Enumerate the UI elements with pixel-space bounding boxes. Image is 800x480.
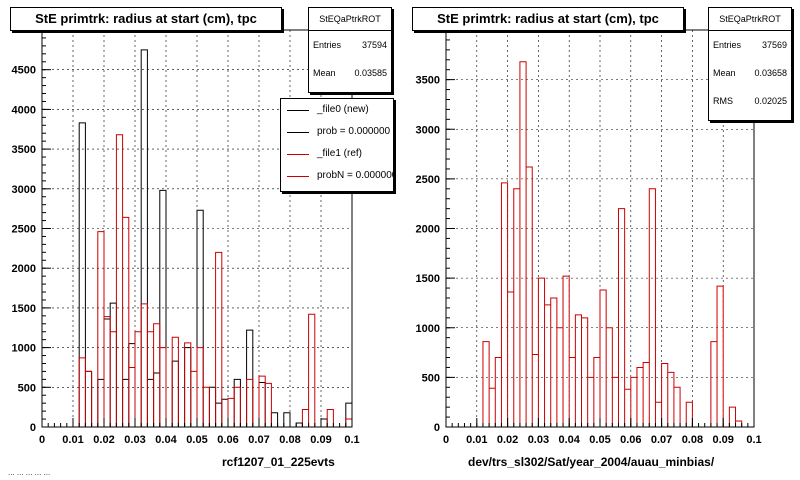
right-x-tick-label: 0.06 bbox=[620, 434, 641, 446]
right-histogram-title: StE primtrk: radius at start (cm), tpc bbox=[412, 7, 684, 31]
legend-label-file1: _file1 (ref) bbox=[317, 148, 363, 159]
left-stats-mean-value: 0.03585 bbox=[354, 68, 387, 78]
right-y-tick-label: 1500 bbox=[416, 273, 440, 285]
left-legend: _file0 (new) prob = 0.000000 _file1 (ref… bbox=[280, 98, 394, 192]
legend-label-file0: _file0 (new) bbox=[317, 104, 369, 115]
right-y-tick-label: 2500 bbox=[416, 174, 440, 186]
left-y-tick-label: 0 bbox=[30, 422, 36, 434]
left-histogram-title: StE primtrk: radius at start (cm), tpc bbox=[10, 7, 282, 31]
right-histogram-pad: 0 0.01 0.02 0.03 0.04 0.05 0.06 0.07 0.08 0.09 0.1… bbox=[400, 0, 800, 480]
right-x-tick-label: 0.08 bbox=[682, 434, 703, 446]
right-stats-entries-value: 37569 bbox=[761, 40, 787, 50]
right-stats-mean-label: Mean bbox=[713, 68, 736, 78]
left-stats-entries-value: 37594 bbox=[361, 40, 387, 50]
footer-stamp: ... ... ... ... ... bbox=[8, 468, 51, 477]
right-y-tick-label: 1000 bbox=[416, 323, 440, 335]
left-stats-mean-label: Mean bbox=[313, 68, 336, 78]
right-x-tick-label: 0.01 bbox=[466, 434, 487, 446]
left-y-tick-label: 1000 bbox=[12, 343, 36, 355]
right-stats-rms-label: RMS bbox=[713, 96, 733, 106]
right-stats-entries-label: Entries bbox=[713, 40, 742, 50]
left-y-tick-label: 4500 bbox=[12, 65, 36, 77]
left-y-tick-label: 3000 bbox=[12, 184, 36, 196]
legend-swatch-file1 bbox=[287, 154, 309, 155]
legend-swatch-file0 bbox=[287, 110, 309, 111]
right-stats-entries-row: Entries 37569 bbox=[709, 31, 791, 59]
left-x-tick-label: 0 bbox=[39, 434, 45, 446]
left-y-tick-label: 2500 bbox=[12, 224, 36, 236]
legend-swatch-probn bbox=[287, 176, 309, 177]
left-y-tick-label: 1500 bbox=[12, 303, 36, 315]
legend-entry-probn: probN = 0.000000 bbox=[281, 165, 393, 187]
left-y-tick-label: 4000 bbox=[12, 104, 36, 116]
right-x-tick-label: 0.07 bbox=[651, 434, 672, 446]
left-histogram-pad: 0 0.01 0.02 0.03 0.04 0.05 0.06 0.07 0.08 0.09 0.1… bbox=[8, 7, 394, 477]
left-y-tick-label: 3500 bbox=[12, 144, 36, 156]
right-x-tick-label: 0.03 bbox=[528, 434, 549, 446]
left-x-tick-label: 0.07 bbox=[248, 434, 269, 446]
right-stats-rms-row: RMS 0.02025 bbox=[709, 87, 791, 115]
left-y-tick-label: 2000 bbox=[12, 263, 36, 275]
left-y-tick-label: 500 bbox=[18, 382, 36, 394]
left-histogram-plot: 0 0.01 0.02 0.03 0.04 0.05 0.06 0.07 0.08 0.09 0.1… bbox=[12, 29, 360, 446]
left-x-axis-title: rcf1207_01_225evts bbox=[222, 455, 335, 469]
left-x-tick-label: 0.09 bbox=[310, 434, 331, 446]
legend-label-prob: prob = 0.000000 bbox=[317, 126, 391, 137]
right-y-tick-label: 0 bbox=[434, 422, 440, 434]
right-stats-mean-value: 0.03658 bbox=[754, 68, 787, 78]
right-y-tick-label: 3000 bbox=[416, 124, 440, 136]
right-x-tick-label: 0.09 bbox=[712, 434, 733, 446]
right-x-axis-title: dev/trs_sl302/Sat/year_2004/auau_minbias… bbox=[468, 455, 715, 469]
left-x-tick-label: 0.06 bbox=[217, 434, 238, 446]
left-x-tick-label: 0.03 bbox=[124, 434, 145, 446]
left-x-tick-label: 0.04 bbox=[155, 434, 177, 446]
right-x-tick-label: 0.1 bbox=[746, 434, 761, 446]
right-histogram-plot: 0 0.01 0.02 0.03 0.04 0.05 0.06 0.07 0.08 0.09 0.1… bbox=[416, 29, 762, 446]
right-y-tick-label: 500 bbox=[422, 372, 440, 384]
left-x-tick-label: 0.05 bbox=[186, 434, 207, 446]
legend-entry-prob: prob = 0.000000 bbox=[281, 121, 393, 143]
legend-entry-file0: _file0 (new) bbox=[281, 99, 393, 121]
right-x-tick-label: 0.02 bbox=[497, 434, 518, 446]
left-stats-entries-label: Entries bbox=[313, 40, 342, 50]
right-stats-rms-value: 0.02025 bbox=[754, 96, 787, 106]
right-stats-box: StEQaPtrkROT Entries 37569 Mean 0.03658 … bbox=[708, 7, 792, 121]
legend-label-probn: probN = 0.000000 bbox=[317, 170, 394, 181]
left-stats-box: StEQaPtrkROT Entries 37594 Mean 0.03585 bbox=[308, 7, 392, 93]
right-x-tick-label: 0 bbox=[443, 434, 449, 446]
left-x-tick-label: 0.08 bbox=[279, 434, 300, 446]
legend-entry-file1: _file1 (ref) bbox=[281, 143, 393, 165]
right-stats-name: StEQaPtrkROT bbox=[709, 8, 791, 31]
right-x-tick-label: 0.04 bbox=[558, 434, 580, 446]
left-stats-name: StEQaPtrkROT bbox=[309, 8, 391, 31]
right-stats-mean-row: Mean 0.03658 bbox=[709, 59, 791, 87]
left-stats-entries-row: Entries 37594 bbox=[309, 31, 391, 59]
left-stats-mean-row: Mean 0.03585 bbox=[309, 59, 391, 87]
left-x-tick-label: 0.02 bbox=[93, 434, 114, 446]
right-y-tick-label: 3500 bbox=[416, 75, 440, 87]
legend-swatch-prob bbox=[287, 132, 309, 133]
right-x-tick-label: 0.05 bbox=[589, 434, 610, 446]
right-series-0-outline bbox=[446, 61, 754, 428]
left-x-tick-label: 0.1 bbox=[344, 434, 359, 446]
right-y-tick-label: 2000 bbox=[416, 224, 440, 236]
left-x-tick-label: 0.01 bbox=[62, 434, 83, 446]
